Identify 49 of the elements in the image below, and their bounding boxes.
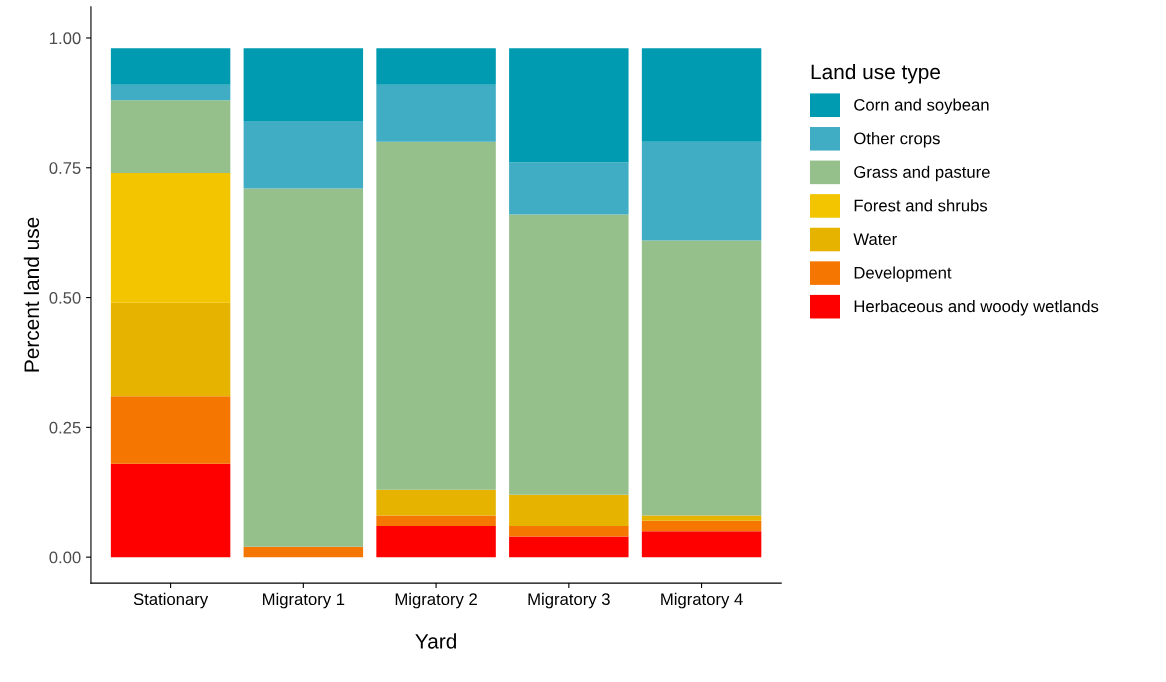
legend-label: Other crops (854, 132, 940, 148)
x-axis-title: Yard (415, 633, 456, 649)
y-axis-title: Percent land use (23, 217, 40, 372)
x-tick-label: Migratory 3 (528, 592, 610, 609)
bar (641, 515, 762, 521)
bar (243, 48, 364, 122)
bar (641, 240, 762, 516)
bar (509, 214, 629, 495)
legend-label: Corn and soybean (854, 98, 989, 115)
legend-label: Forest and shrubs (854, 199, 988, 212)
bar (110, 172, 231, 303)
bar (243, 546, 364, 558)
y-tick-label: 0.50 (49, 291, 81, 304)
y-tick-label: 0.75 (49, 162, 81, 174)
bar (376, 84, 496, 142)
legend-title: Land use type (811, 63, 940, 84)
legend-label: Development (854, 266, 952, 282)
legend-label: Grass and pasture (854, 165, 990, 182)
y-tick-label: 0.00 (49, 551, 81, 564)
bar (110, 100, 231, 173)
bar (110, 48, 231, 85)
bar (376, 489, 496, 516)
x-tick-label: Migratory 1 (263, 592, 345, 609)
y-tick-label: 0.25 (49, 421, 81, 434)
y-tick-label: 1.00 (50, 32, 81, 45)
bar (641, 48, 762, 142)
bar (641, 520, 762, 532)
x-tick-label: Stationary (133, 592, 209, 609)
bar (376, 48, 496, 85)
bar (110, 302, 231, 397)
legend-label: Water (853, 233, 897, 246)
x-tick-label: Migratory 2 (395, 592, 477, 609)
bar (110, 463, 231, 558)
bar (509, 494, 629, 526)
legend-label: Herbaceous and woody wetlands (854, 299, 1099, 316)
bar (243, 121, 364, 189)
bar (509, 48, 629, 163)
bar (110, 396, 231, 464)
bar (641, 531, 762, 558)
x-tick-label: Migratory 4 (661, 592, 743, 609)
bar (110, 84, 231, 101)
bar (376, 141, 496, 490)
bar (641, 141, 762, 241)
bar (243, 188, 364, 547)
bar (376, 515, 496, 526)
bar (509, 162, 629, 215)
bar (509, 526, 629, 537)
bar (509, 536, 629, 558)
bar (376, 526, 496, 558)
